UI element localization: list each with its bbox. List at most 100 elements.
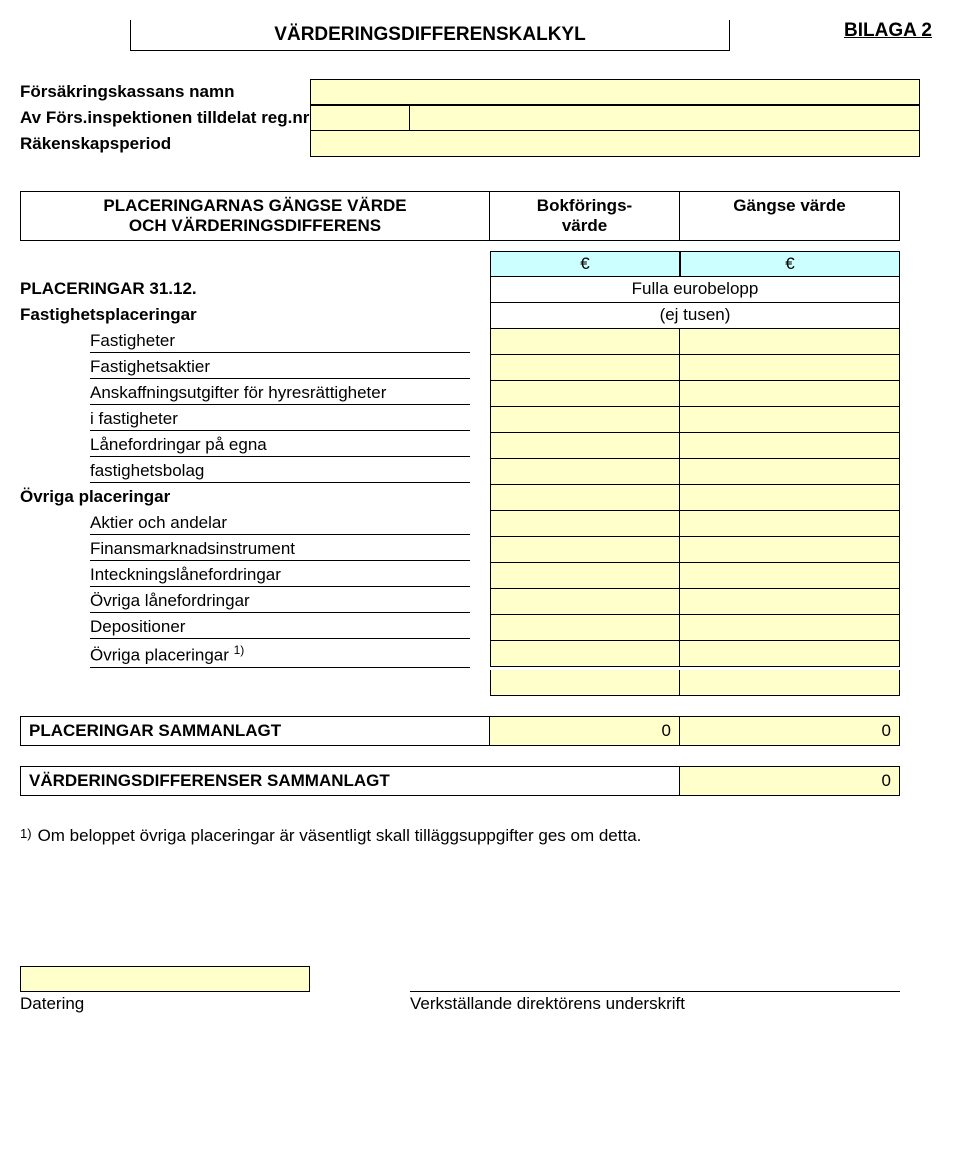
table-row: i fastigheter xyxy=(20,407,940,433)
row-label-ovriga-placeringar: Övriga placeringar 1) xyxy=(90,643,470,668)
note-ej-tusen: (ej tusen) xyxy=(490,303,900,329)
input-cell[interactable] xyxy=(490,563,680,589)
row-label: fastighetsbolag xyxy=(90,461,470,483)
input-cell[interactable] xyxy=(490,511,680,537)
section-left-header: PLACERINGARNAS GÄNGSE VÄRDE OCH VÄRDERIN… xyxy=(20,191,490,241)
group1-heading-row: PLACERINGAR 31.12. Fulla eurobelopp xyxy=(20,277,940,303)
group1-heading: PLACERINGAR 31.12. xyxy=(20,277,490,303)
input-cell[interactable] xyxy=(680,511,900,537)
summary1-v2: 0 xyxy=(680,716,900,746)
input-cell[interactable] xyxy=(490,355,680,381)
info-block: Försäkringskassans namn Av Förs.inspekti… xyxy=(20,79,940,157)
group1-sub-row: Fastighetsplaceringar (ej tusen) xyxy=(20,303,940,329)
signature-row xyxy=(20,966,940,992)
group2-heading: Övriga placeringar xyxy=(20,485,490,511)
input-cell[interactable] xyxy=(680,537,900,563)
euro-cell-2: € xyxy=(680,251,900,277)
footnote-text: Om beloppet övriga placeringar är väsent… xyxy=(38,826,642,846)
table-row: Lånefordringar på egna xyxy=(20,433,940,459)
input-cell[interactable] xyxy=(680,329,900,355)
input-cell[interactable] xyxy=(490,589,680,615)
row-label: Depositioner xyxy=(90,617,470,639)
row-label: Lånefordringar på egna xyxy=(90,435,470,457)
label-period: Räkenskapsperiod xyxy=(20,131,310,157)
summary2-block: VÄRDERINGSDIFFERENSER SAMMANLAGT 0 xyxy=(20,766,940,796)
table-row: Fastigheter xyxy=(20,329,940,355)
row2-last-text: Övriga placeringar xyxy=(90,646,234,665)
col1-line2: värde xyxy=(498,216,671,236)
group2-heading-row: Övriga placeringar xyxy=(20,485,940,511)
euro-cell-1: € xyxy=(490,251,680,277)
note-fulla: Fulla eurobelopp xyxy=(490,277,900,303)
summary1-block: PLACERINGAR SAMMANLAGT 0 0 xyxy=(20,716,940,746)
input-cell[interactable] xyxy=(490,670,680,696)
header-row: VÄRDERINGSDIFFERENSKALKYL BILAGA 2 xyxy=(20,20,940,51)
date-label: Datering xyxy=(20,994,310,1014)
input-cell[interactable] xyxy=(490,329,680,355)
input-cell[interactable] xyxy=(490,459,680,485)
row2-last-sup: 1) xyxy=(234,643,245,657)
section-left-line1: PLACERINGARNAS GÄNGSE VÄRDE xyxy=(29,196,481,216)
input-cell[interactable] xyxy=(490,381,680,407)
date-field[interactable] xyxy=(20,966,310,992)
input-cell[interactable] xyxy=(680,670,900,696)
blank-row xyxy=(20,670,940,696)
table-row: Depositioner xyxy=(20,615,940,641)
footnote-sup: 1) xyxy=(20,826,32,846)
summary2-label: VÄRDERINGSDIFFERENSER SAMMANLAGT xyxy=(20,766,680,796)
field-period[interactable] xyxy=(310,131,920,157)
input-cell[interactable] xyxy=(490,485,680,511)
input-cell[interactable] xyxy=(680,355,900,381)
col2-label: Gängse värde xyxy=(688,196,891,216)
input-cell[interactable] xyxy=(490,407,680,433)
input-cell[interactable] xyxy=(680,615,900,641)
input-cell[interactable] xyxy=(680,459,900,485)
input-cell[interactable] xyxy=(680,485,900,511)
euro-row: € € xyxy=(20,251,940,277)
col-header-gangse: Gängse värde xyxy=(680,191,900,241)
row-label: Finansmarknadsinstrument xyxy=(90,539,470,561)
group1-sub: Fastighetsplaceringar xyxy=(20,303,490,329)
table-row: Inteckningslånefordringar xyxy=(20,563,940,589)
table-row: Anskaffningsutgifter för hyresrättighete… xyxy=(20,381,940,407)
table-row: Fastighetsaktier xyxy=(20,355,940,381)
input-cell[interactable] xyxy=(490,641,680,667)
summary1-v1: 0 xyxy=(490,716,680,746)
section-header: PLACERINGARNAS GÄNGSE VÄRDE OCH VÄRDERIN… xyxy=(20,191,940,241)
input-cell[interactable] xyxy=(490,433,680,459)
footnote: 1) Om beloppet övriga placeringar är väs… xyxy=(20,826,940,846)
attachment-label: BILAGA 2 xyxy=(844,20,940,42)
table-row: Övriga lånefordringar xyxy=(20,589,940,615)
row-label: Övriga lånefordringar xyxy=(90,591,470,613)
label-regnr: Av Förs.inspektionen tilldelat reg.nr xyxy=(20,105,310,131)
col1-line1: Bokförings- xyxy=(498,196,671,216)
table-row: Övriga placeringar 1) xyxy=(20,641,940,670)
col-header-bokforings: Bokförings- värde xyxy=(490,191,680,241)
signature-labels: Datering Verkställande direktörens under… xyxy=(20,994,940,1014)
row-label: Inteckningslånefordringar xyxy=(90,565,470,587)
input-cell[interactable] xyxy=(680,407,900,433)
input-cell[interactable] xyxy=(680,563,900,589)
section-left-line2: OCH VÄRDERINGSDIFFERENS xyxy=(29,216,481,236)
table-row: Finansmarknadsinstrument xyxy=(20,537,940,563)
input-cell[interactable] xyxy=(680,589,900,615)
table-row: Aktier och andelar xyxy=(20,511,940,537)
input-cell[interactable] xyxy=(680,433,900,459)
input-cell[interactable] xyxy=(680,381,900,407)
input-cell[interactable] xyxy=(680,641,900,667)
page-title: VÄRDERINGSDIFFERENSKALKYL xyxy=(130,20,730,51)
table: € € PLACERINGAR 31.12. Fulla eurobelopp … xyxy=(20,251,940,696)
input-cell[interactable] xyxy=(490,537,680,563)
signature-line xyxy=(410,966,900,992)
input-cell[interactable] xyxy=(490,615,680,641)
row-label: Anskaffningsutgifter för hyresrättighete… xyxy=(90,383,470,405)
row-label: i fastigheter xyxy=(90,409,470,431)
row-label: Aktier och andelar xyxy=(90,513,470,535)
field-regnr-extra[interactable] xyxy=(410,105,920,131)
field-name[interactable] xyxy=(310,79,920,105)
row-label: Fastigheter xyxy=(90,331,470,353)
director-label: Verkställande direktörens underskrift xyxy=(410,994,685,1014)
table-row: fastighetsbolag xyxy=(20,459,940,485)
label-name: Försäkringskassans namn xyxy=(20,79,310,105)
field-regnr[interactable] xyxy=(310,105,410,131)
